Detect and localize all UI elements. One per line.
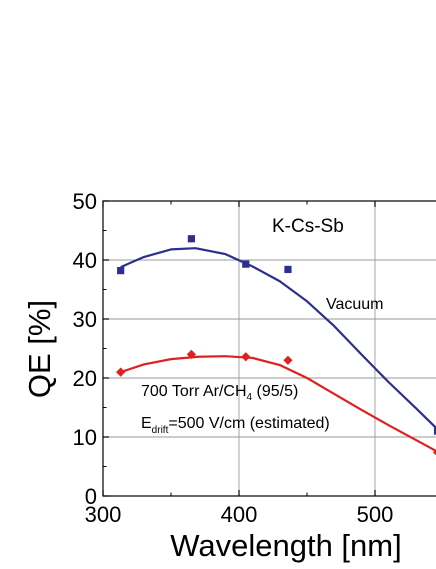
- y-axis-title: QE [%]: [22, 300, 57, 398]
- gas-label-prefix: 700 Torr Ar/CH: [141, 383, 247, 400]
- y-tick-label: 50: [73, 189, 97, 214]
- gas-label: 700 Torr Ar/CH4 (95/5): [141, 383, 298, 403]
- field-label-prefix: E: [141, 415, 152, 432]
- y-tick-label: 0: [85, 484, 97, 509]
- x-tick-label: 400: [221, 502, 258, 527]
- vacuum-data-point: [187, 235, 195, 243]
- fit-curves: [120, 247, 436, 453]
- y-tick-label: 40: [73, 248, 97, 273]
- x-tick-label: 500: [357, 502, 394, 527]
- x-tick-label: 300: [85, 502, 122, 527]
- photocathode-label: K-Cs-Sb: [272, 216, 344, 237]
- vacuum-data-point: [242, 260, 250, 268]
- vacuum-data-point: [433, 427, 436, 435]
- field-label: Edrift=500 V/cm (estimated): [141, 415, 330, 436]
- vacuum-data-point: [117, 267, 125, 275]
- field-label-suffix: =500 V/cm (estimated): [168, 415, 329, 432]
- vacuum-series-label: Vacuum: [326, 296, 384, 313]
- plot-frame: [102, 200, 436, 497]
- y-tick-label: 10: [73, 425, 97, 450]
- axis-ticks: 300 400 500 0 10 20 30 40 50: [73, 189, 394, 527]
- gas-data-point: [241, 352, 251, 362]
- data-markers: [116, 235, 436, 456]
- y-tick-label: 30: [73, 307, 97, 332]
- gas-fit-curve: [120, 355, 436, 453]
- gas-label-subscript: 4: [247, 392, 253, 403]
- gas-data-point: [432, 449, 436, 456]
- y-tick-label: 20: [73, 366, 97, 391]
- gas-label-suffix: (95/5): [252, 383, 298, 400]
- vacuum-fit-curve: [120, 247, 436, 430]
- gas-data-point: [186, 349, 196, 359]
- field-label-subscript: drift: [152, 425, 169, 436]
- gas-data-point: [283, 355, 293, 365]
- grid-lines: [103, 201, 436, 496]
- x-axis-title: Wavelength [nm]: [170, 528, 401, 563]
- vacuum-data-point: [284, 265, 292, 274]
- gas-data-point: [116, 367, 126, 377]
